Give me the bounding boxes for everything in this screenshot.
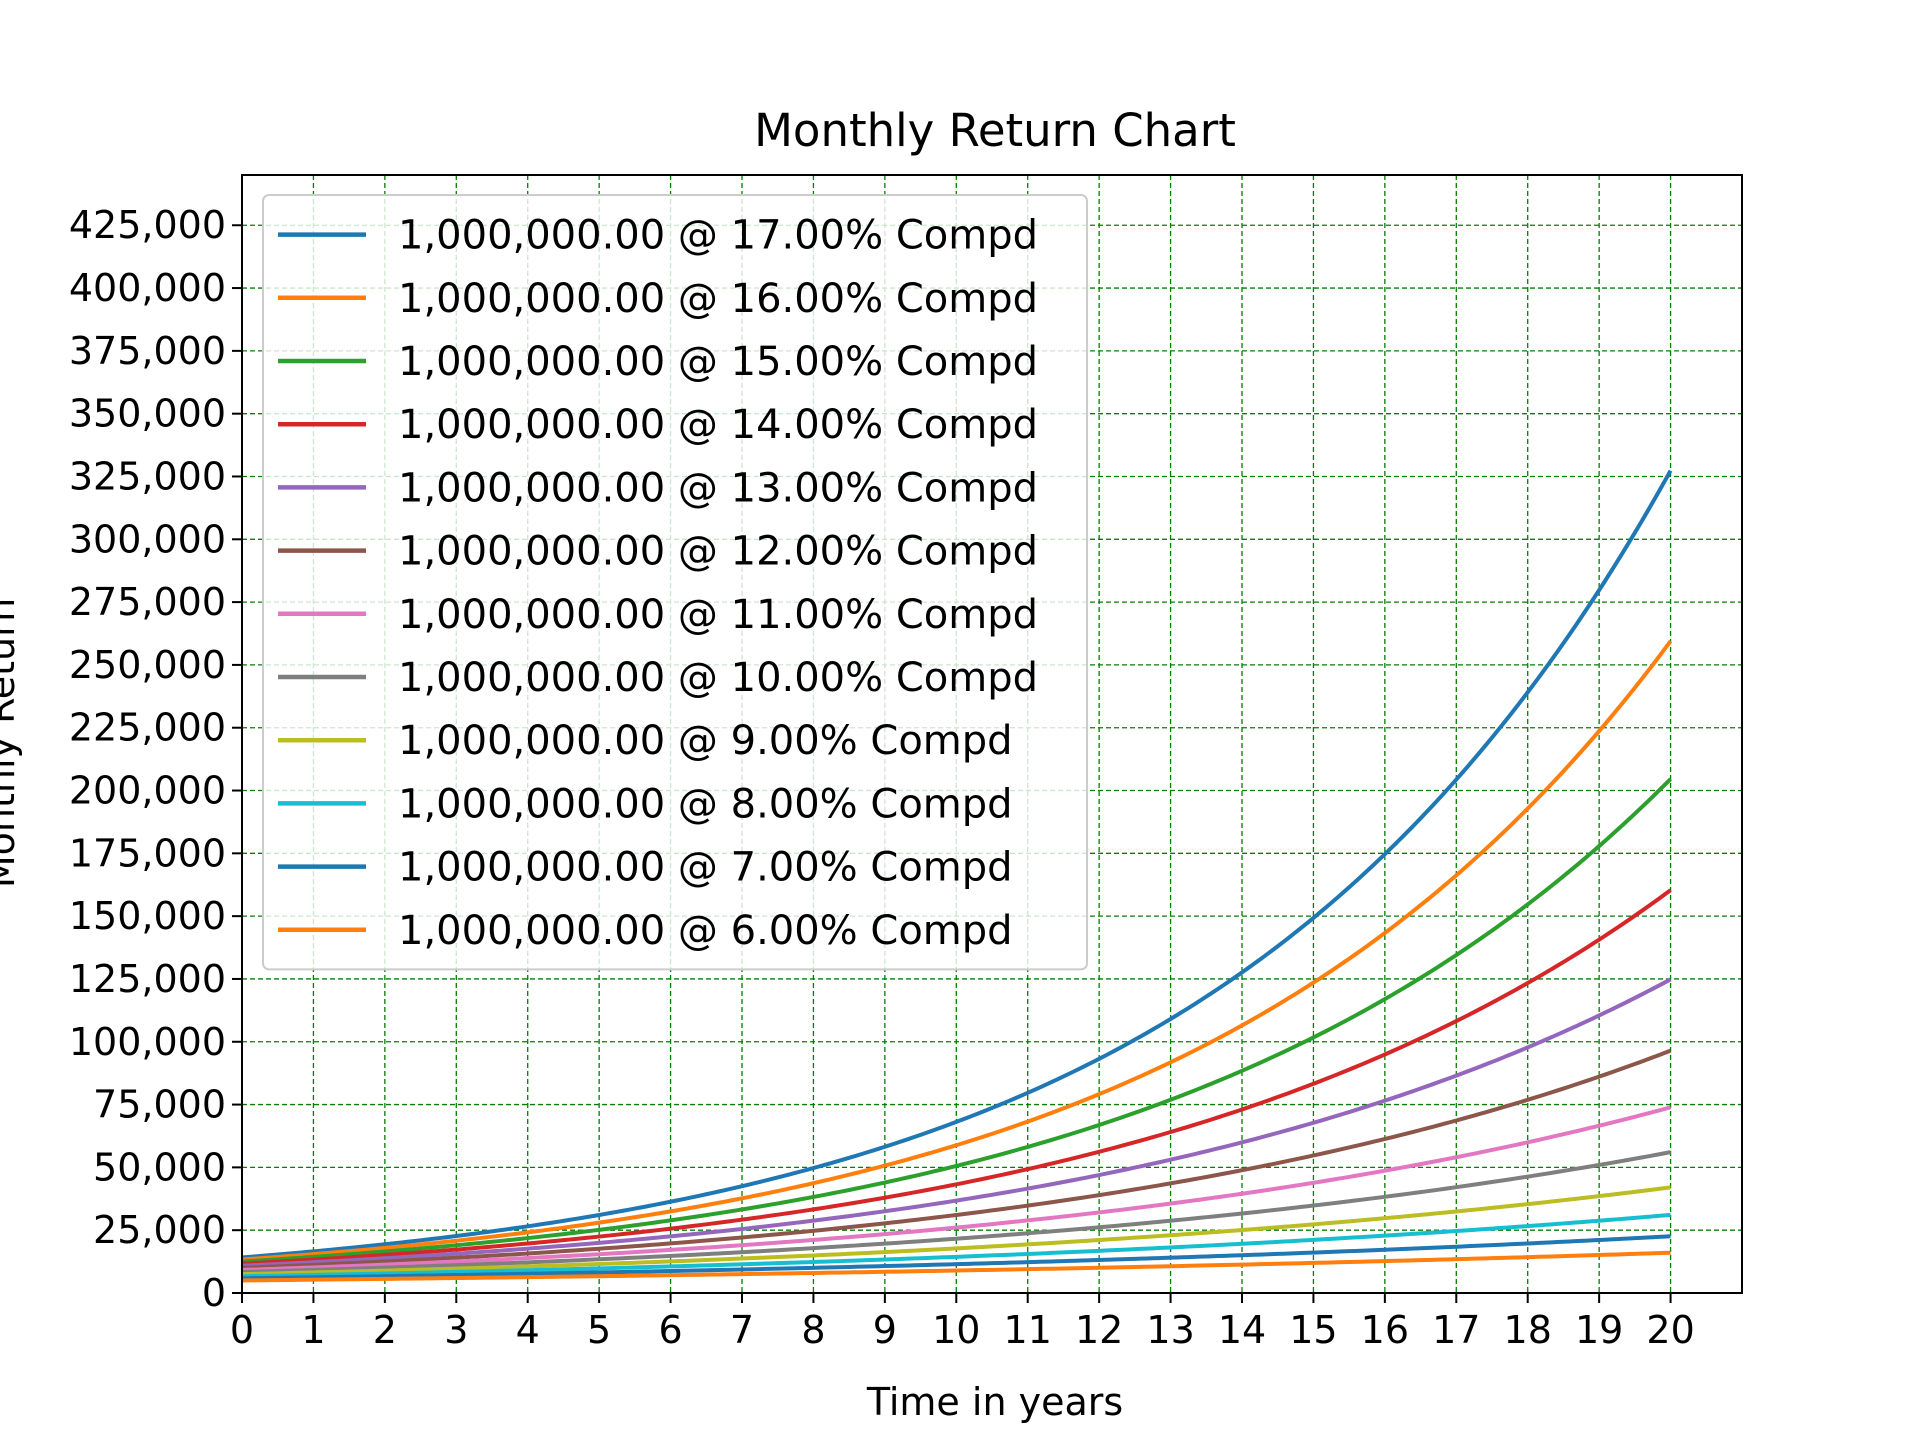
x-tick-label: 11 — [1004, 1308, 1052, 1352]
series-line — [241, 1150, 1671, 1275]
y-tick-label: 275,000 — [69, 580, 226, 624]
x-tick-label: 16 — [1361, 1308, 1409, 1352]
y-tick-label: 225,000 — [69, 706, 226, 750]
y-tick-label: 300,000 — [69, 517, 226, 561]
x-tick-label: 2 — [373, 1308, 397, 1352]
series-line — [241, 639, 1673, 1262]
x-axis-ticks: 0 1 2 3 4 5 6 7 8 9 10 11 12 13 14 15 16 17 18 19 20 — [230, 1293, 1695, 1352]
series-line — [241, 977, 1672, 1268]
x-tick-label: 20 — [1646, 1308, 1694, 1352]
legend-entry-label: 1,000,000.00 @ 12.00% Compd — [398, 529, 1038, 575]
legend-box — [262, 194, 1088, 971]
legend-entry-label: 1,000,000.00 @ 17.00% Compd — [398, 213, 1038, 259]
legend-entry-label: 1,000,000.00 @ 6.00% Compd — [398, 908, 1013, 954]
legend-entry-label: 1,000,000.00 @ 9.00% Compd — [398, 718, 1013, 764]
x-tick-label: 9 — [873, 1308, 897, 1352]
plot-area-frame — [241, 174, 1743, 1294]
y-tick-label: 250,000 — [69, 643, 226, 687]
y-tick-label: 425,000 — [69, 203, 226, 247]
y-tick-label: 100,000 — [69, 1020, 226, 1064]
series-line — [241, 1234, 1671, 1281]
y-tick-label: 400,000 — [69, 266, 226, 310]
series-lines — [241, 469, 1673, 1283]
y-tick-label: 325,000 — [69, 454, 226, 498]
series-line — [241, 1212, 1671, 1279]
y-tick-label: 125,000 — [69, 957, 226, 1001]
series-line — [241, 1250, 1671, 1283]
chart-title: Monthly Return Chart — [754, 104, 1236, 157]
x-tick-label: 12 — [1075, 1308, 1123, 1352]
x-tick-label: 6 — [658, 1308, 682, 1352]
legend-entry-label: 1,000,000.00 @ 11.00% Compd — [398, 592, 1038, 638]
x-tick-label: 13 — [1146, 1308, 1194, 1352]
x-tick-label: 17 — [1432, 1308, 1480, 1352]
series-line — [241, 777, 1672, 1264]
x-tick-label: 0 — [230, 1308, 254, 1352]
x-tick-label: 14 — [1218, 1308, 1266, 1352]
y-tick-label: 175,000 — [69, 831, 226, 875]
x-tick-label: 8 — [801, 1308, 825, 1352]
x-tick-label: 1 — [301, 1308, 325, 1352]
x-tick-label: 4 — [516, 1308, 540, 1352]
series-line — [241, 1185, 1671, 1277]
x-axis-label: Time in years — [866, 1380, 1123, 1424]
series-line — [241, 1105, 1672, 1272]
x-tick-label: 10 — [932, 1308, 980, 1352]
x-tick-label: 3 — [444, 1308, 468, 1352]
legend-entry-label: 1,000,000.00 @ 15.00% Compd — [398, 339, 1038, 385]
y-tick-label: 350,000 — [69, 392, 226, 436]
series-line — [241, 1048, 1672, 1270]
y-tick-label: 25,000 — [93, 1208, 226, 1252]
y-tick-label: 0 — [202, 1271, 226, 1315]
legend-entry-label: 1,000,000.00 @ 16.00% Compd — [398, 276, 1038, 322]
y-tick-label: 75,000 — [93, 1083, 226, 1127]
y-tick-label: 150,000 — [69, 894, 226, 938]
y-tick-label: 375,000 — [69, 329, 226, 373]
x-tick-label: 5 — [587, 1308, 611, 1352]
x-tick-label: 7 — [730, 1308, 754, 1352]
x-tick-label: 15 — [1289, 1308, 1337, 1352]
y-tick-label: 50,000 — [93, 1145, 226, 1189]
y-axis-label: Monthly Return — [0, 598, 23, 888]
y-tick-label: 200,000 — [69, 769, 226, 813]
x-tick-label: 19 — [1575, 1308, 1623, 1352]
legend-entry-label: 1,000,000.00 @ 14.00% Compd — [398, 402, 1038, 448]
y-axis-ticks: 0 25,000 50,000 75,000 100,000 125,000 150,000… — [69, 203, 242, 1315]
legend-entry-label: 1,000,000.00 @ 10.00% Compd — [398, 655, 1038, 701]
legend-entry-label: 1,000,000.00 @ 7.00% Compd — [398, 845, 1013, 891]
legend-entry-label: 1,000,000.00 @ 8.00% Compd — [398, 781, 1013, 827]
legend: 1,000,000.00 @ 17.00% Compd 1,000,000.00 … — [262, 194, 1088, 971]
series-line — [241, 888, 1672, 1266]
legend-entry-label: 1,000,000.00 @ 13.00% Compd — [398, 465, 1038, 511]
x-tick-label: 18 — [1504, 1308, 1552, 1352]
series-line — [241, 469, 1673, 1260]
